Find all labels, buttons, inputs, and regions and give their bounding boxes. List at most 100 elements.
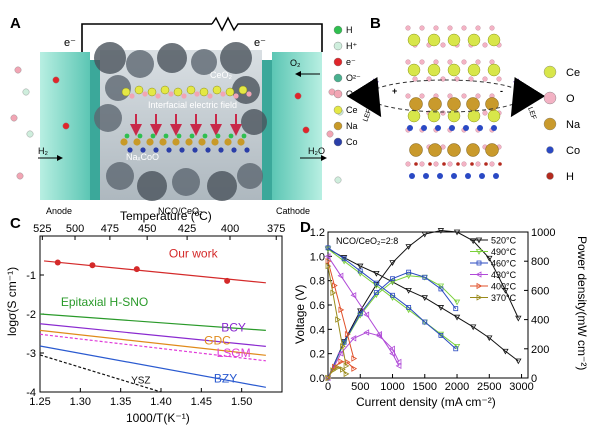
top-tick-label: 400: [221, 223, 239, 235]
o-atom: [419, 25, 425, 31]
particle: [16, 172, 24, 180]
top-tick-label: 525: [33, 223, 51, 235]
data-point: [437, 305, 445, 311]
o-atom: [440, 42, 446, 48]
legend-swatch: [333, 73, 343, 83]
data-point: [338, 358, 345, 365]
h-atom: [456, 162, 460, 166]
x-tick-label: 1.30: [70, 396, 91, 408]
o-atom: [419, 93, 425, 99]
data-point: [325, 262, 332, 270]
ce-atom: [186, 85, 196, 95]
data-point: [363, 329, 370, 336]
gas-particles: [10, 66, 344, 184]
data-point: [438, 333, 444, 338]
h-atom: [428, 162, 432, 166]
co-atom: [435, 125, 441, 131]
y-tick-label: 0.0: [310, 373, 325, 385]
voltage-curve: [327, 261, 355, 359]
data-point: [376, 332, 383, 340]
co-atom: [409, 173, 415, 179]
data-point: [389, 260, 396, 266]
data-point: [335, 364, 342, 371]
h-atom: [470, 162, 474, 166]
data-point: [453, 299, 461, 306]
na-atom: [185, 138, 193, 146]
panel-d-y-axis-label: Voltage (V): [293, 285, 307, 344]
legend-label: 460°C: [491, 259, 517, 269]
data-point: [475, 249, 483, 255]
o-atom: [475, 25, 481, 31]
data-point: [325, 245, 331, 251]
data-point: [502, 348, 509, 355]
legend-label: H: [346, 25, 353, 35]
series-line: [39, 354, 162, 393]
data-point: [406, 269, 412, 275]
ce-atom: [487, 33, 501, 47]
ceo2-grain: [94, 42, 126, 74]
na-atom: [146, 138, 154, 146]
data-point: [351, 355, 358, 362]
top-tick-label: 450: [138, 223, 156, 235]
co-atom: [465, 173, 471, 179]
lef-arrow-right: [510, 77, 546, 118]
data-point: [344, 331, 351, 338]
co-atom: [421, 125, 427, 131]
ceo2-grain: [126, 50, 154, 78]
legend-label: H⁺: [346, 41, 357, 51]
na-atom: [172, 138, 180, 146]
panel-b: B LEF LEF + - Ce O Na Co H: [346, 15, 581, 183]
ce-atom: [134, 85, 144, 95]
data-point: [224, 277, 231, 284]
crystal-structure: [405, 25, 502, 179]
y-tick-label: -1: [26, 270, 36, 282]
panel-d-label: D: [300, 219, 311, 236]
data-point: [389, 345, 395, 352]
panel-a-label: A: [10, 15, 21, 32]
legend-label: O: [566, 93, 575, 105]
data-point: [421, 231, 428, 238]
legend-label: 430°C: [491, 270, 517, 280]
panel-a: A e⁻ e⁻ CeO₂ Interfacial electric field …: [10, 15, 361, 216]
ceo2-grain: [137, 171, 167, 201]
x-tick-label: 500: [351, 381, 369, 393]
na-atom: [409, 97, 423, 111]
panel-c-label: C: [10, 215, 21, 232]
o-atom: [405, 93, 411, 99]
ce-atom: [225, 87, 235, 97]
ceo2-grain: [94, 104, 122, 132]
voltage-curve: [327, 247, 457, 350]
series-line: [39, 323, 266, 347]
data-point: [337, 350, 344, 357]
y-tick-label: 0.6: [310, 300, 325, 312]
data-point: [422, 274, 428, 280]
co-atom: [244, 147, 250, 153]
legend-swatch: [543, 91, 557, 105]
panel-d-y2-axis-label: Power density(mW cm⁻²): [575, 236, 589, 370]
ce-atom: [487, 109, 501, 123]
legend-swatch: [333, 137, 343, 147]
h-atom: [124, 133, 130, 139]
co-atom: [231, 147, 237, 153]
o-atom: [461, 59, 467, 65]
data-point: [406, 305, 412, 310]
legend-label: e⁻: [346, 57, 356, 67]
ce-atom: [147, 87, 157, 97]
ceo2-grains: [94, 42, 267, 201]
top-tick-label: 375: [267, 223, 285, 235]
particle: [52, 76, 60, 84]
interfacial-field-label: Interfacial electric field: [148, 100, 237, 110]
data-point: [343, 362, 350, 370]
data-point: [475, 271, 482, 278]
o-atom: [489, 59, 495, 65]
h-atom: [215, 133, 221, 139]
voltage-curve: [327, 256, 400, 367]
data-point: [357, 268, 363, 274]
co-atom: [491, 125, 497, 131]
data-point: [476, 260, 482, 266]
data-point: [357, 263, 364, 270]
x-tick-label: 1.40: [150, 396, 171, 408]
data-point: [373, 270, 380, 277]
y-tick-label: -2: [26, 309, 36, 321]
